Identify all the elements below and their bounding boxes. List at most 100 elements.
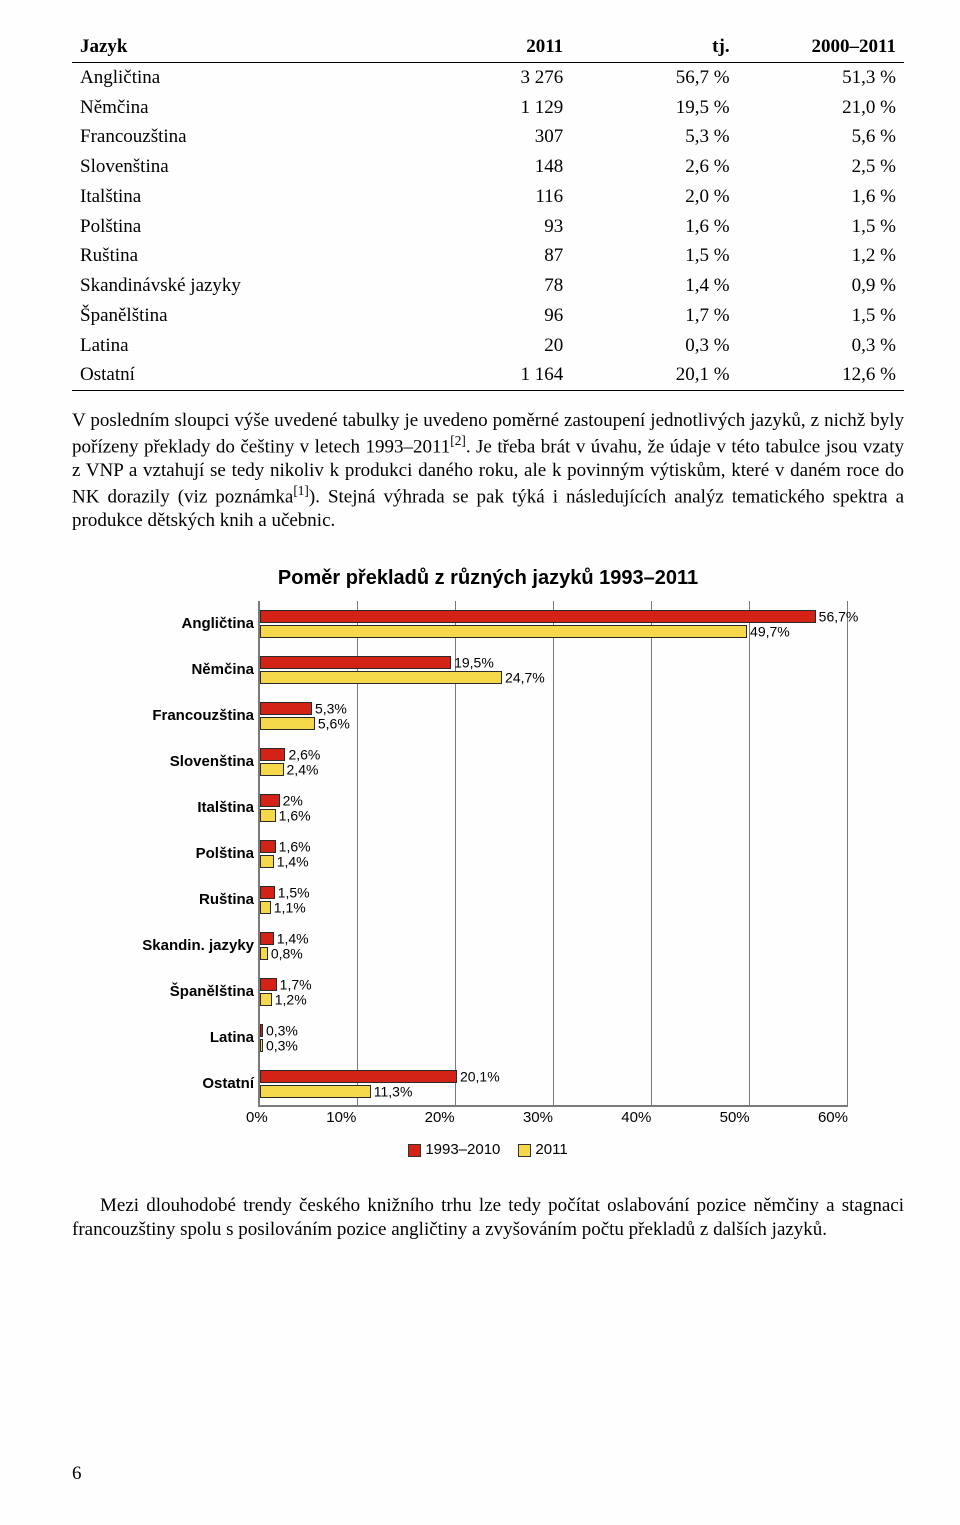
chart-category-label: Angličtina — [128, 601, 254, 647]
para1-footnote-2: [2] — [450, 433, 466, 448]
table-cell: 56,7 % — [571, 62, 737, 92]
chart-value-label: 19,5% — [454, 654, 494, 672]
legend-label: 2011 — [535, 1141, 567, 1158]
legend-swatch-red-icon — [408, 1144, 421, 1157]
chart-category-label: Slovenština — [128, 739, 254, 785]
table-cell: Ostatní — [72, 360, 438, 390]
chart-bar-2011: 11,3% — [260, 1085, 371, 1098]
table-cell: 5,3 % — [571, 122, 737, 152]
table-cell: 20,1 % — [571, 360, 737, 390]
chart-value-label: 1,4% — [277, 853, 309, 871]
chart-bar-1993-2010: 2,6% — [260, 748, 285, 761]
chart-category-label: Ostatní — [128, 1061, 254, 1107]
table-row: Polština931,6 %1,5 % — [72, 212, 904, 242]
chart-value-label: 20,1% — [460, 1068, 500, 1086]
table-cell: 12,6 % — [738, 360, 904, 390]
chart-value-label: 1,1% — [274, 899, 306, 917]
language-share-table: Jazyk 2011 tj. 2000–2011 Angličtina3 276… — [72, 32, 904, 391]
table-row: Latina200,3 %0,3 % — [72, 331, 904, 361]
table-cell: 1,5 % — [571, 241, 737, 271]
xtick: 10% — [258, 1107, 356, 1131]
chart-value-label: 0,3% — [266, 1037, 298, 1055]
chart-category-label: Němčina — [128, 647, 254, 693]
table-cell: 2,0 % — [571, 182, 737, 212]
chart-bar-1993-2010: 1,6% — [260, 840, 276, 853]
chart-bar-group: 5,3% 5,6% — [260, 693, 848, 739]
table-cell: Španělština — [72, 301, 438, 331]
chart-value-label: 5,6% — [318, 715, 350, 733]
chart-legend: 1993–2010 2011 — [128, 1141, 848, 1160]
table-row: Němčina1 12919,5 %21,0 % — [72, 93, 904, 123]
chart-category-label: Latina — [128, 1015, 254, 1061]
table-cell: Ruština — [72, 241, 438, 271]
table-cell: Němčina — [72, 93, 438, 123]
table-cell: 87 — [438, 241, 571, 271]
table-cell: 1,2 % — [738, 241, 904, 271]
chart-bars: 56,7%49,7%19,5%24,7%5,3%5,6%2,6%2,4%2%1,… — [260, 601, 848, 1107]
chart-bar-1993-2010: 56,7% — [260, 610, 816, 623]
paragraph-methodology: V posledním sloupci výše uvedené tabulky… — [72, 409, 904, 532]
chart-bar-group: 2%1,6% — [260, 785, 848, 831]
chart-value-label: 49,7% — [750, 623, 790, 641]
translations-ratio-chart: Poměr překladů z různých jazyků 1993–201… — [128, 566, 848, 1160]
chart-bar-group: 56,7%49,7% — [260, 601, 848, 647]
table-cell: 1,5 % — [738, 212, 904, 242]
table-cell: 1,6 % — [571, 212, 737, 242]
chart-bar-2011: 1,6% — [260, 809, 276, 822]
chart-bar-2011: 5,6% — [260, 717, 315, 730]
table-cell: 0,3 % — [738, 331, 904, 361]
chart-category-label: Ruština — [128, 877, 254, 923]
chart-bar-1993-2010: 5,3% — [260, 702, 312, 715]
table-cell: 5,6 % — [738, 122, 904, 152]
table-cell: 3 276 — [438, 62, 571, 92]
chart-category-label: Polština — [128, 831, 254, 877]
table-cell: Italština — [72, 182, 438, 212]
chart-title: Poměr překladů z různých jazyků 1993–201… — [128, 566, 848, 591]
table-cell: Latina — [72, 331, 438, 361]
paragraph-conclusion: Mezi dlouhodobé trendy českého knižního … — [72, 1194, 904, 1242]
table-cell: 21,0 % — [738, 93, 904, 123]
chart-bar-group: 19,5%24,7% — [260, 647, 848, 693]
xtick: 20% — [356, 1107, 454, 1131]
table-cell: 1,4 % — [571, 271, 737, 301]
table-cell: 148 — [438, 152, 571, 182]
chart-bar-group: 1,4%0,8% — [260, 923, 848, 969]
para1-footnote-1: [1] — [293, 483, 309, 498]
chart-bar-2011: 49,7% — [260, 625, 747, 638]
table-cell: 96 — [438, 301, 571, 331]
table-row: Francouzština3075,3 %5,6 % — [72, 122, 904, 152]
th-tj: tj. — [571, 32, 737, 62]
xtick: 60% — [750, 1107, 848, 1131]
chart-value-label: 1,6% — [279, 807, 311, 825]
table-cell: Angličtina — [72, 62, 438, 92]
chart-value-label: 0,8% — [271, 945, 303, 963]
th-period: 2000–2011 — [738, 32, 904, 62]
chart-value-label: 11,3% — [374, 1083, 413, 1101]
table-cell: 1 129 — [438, 93, 571, 123]
chart-category-label: Španělština — [128, 969, 254, 1015]
table-cell: 93 — [438, 212, 571, 242]
table-body: Angličtina3 27656,7 %51,3 %Němčina1 1291… — [72, 62, 904, 390]
xtick: 30% — [455, 1107, 553, 1131]
chart-bar-group: 2,6% 2,4% — [260, 739, 848, 785]
th-jazyk: Jazyk — [72, 32, 438, 62]
table-cell: 2,5 % — [738, 152, 904, 182]
chart-category-label: Italština — [128, 785, 254, 831]
table-cell: 0,3 % — [571, 331, 737, 361]
chart-value-label: 1,2% — [275, 991, 307, 1009]
chart-bar-2011: 2,4% — [260, 763, 284, 776]
table-row: Slovenština1482,6 %2,5 % — [72, 152, 904, 182]
xtick: 40% — [553, 1107, 651, 1131]
chart-value-label: 24,7% — [505, 669, 545, 687]
table-cell: Polština — [72, 212, 438, 242]
table-cell: 20 — [438, 331, 571, 361]
table-row: Ruština871,5 %1,2 % — [72, 241, 904, 271]
chart-bar-2011: 24,7% — [260, 671, 502, 684]
table-cell: 1,6 % — [738, 182, 904, 212]
chart-bar-group: 0,3%0,3% — [260, 1015, 848, 1061]
table-row: Skandinávské jazyky781,4 %0,9 % — [72, 271, 904, 301]
legend-item-2011: 2011 — [518, 1141, 567, 1160]
table-cell: 51,3 % — [738, 62, 904, 92]
table-row: Ostatní1 16420,1 %12,6 % — [72, 360, 904, 390]
chart-bar-1993-2010: 0,3% — [260, 1024, 263, 1037]
